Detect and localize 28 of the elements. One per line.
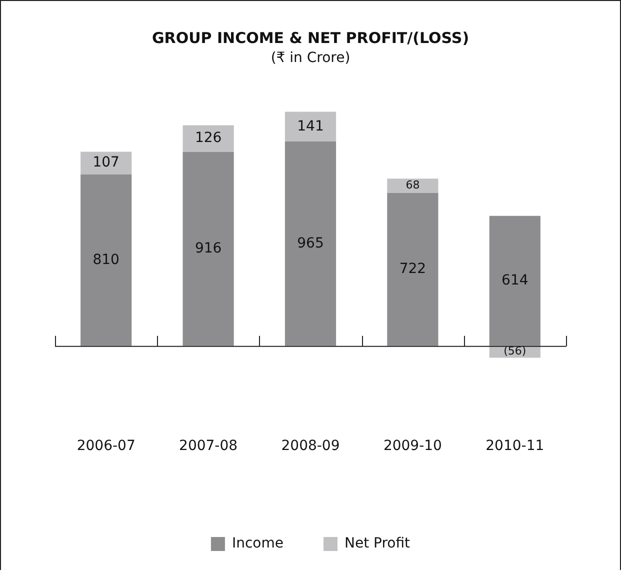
bar bbox=[387, 193, 438, 346]
legend-label: Net Profit bbox=[344, 536, 411, 552]
bar bbox=[80, 152, 132, 174]
data-label: 68 bbox=[406, 178, 420, 192]
chart-subtitle: (₹ in Crore) bbox=[270, 50, 350, 66]
bar bbox=[182, 125, 234, 152]
bar bbox=[182, 152, 234, 346]
data-label: 810 bbox=[92, 252, 120, 268]
data-label: 126 bbox=[194, 130, 222, 146]
x-tick-label: 2008-09 bbox=[281, 438, 340, 454]
x-tick-label: 2007-08 bbox=[179, 438, 238, 454]
bar bbox=[387, 178, 438, 193]
data-label: (56) bbox=[504, 344, 526, 358]
data-label: 614 bbox=[502, 272, 528, 288]
x-tick-label: 2009-10 bbox=[383, 438, 442, 454]
data-label: 965 bbox=[297, 235, 324, 252]
legend-label: Income bbox=[232, 536, 284, 552]
data-label: 107 bbox=[92, 154, 120, 171]
bar bbox=[80, 174, 132, 346]
data-label: 722 bbox=[399, 261, 426, 278]
chart-title: GROUP INCOME & NET PROFIT/(LOSS) bbox=[152, 28, 470, 47]
data-label: 141 bbox=[297, 118, 324, 134]
bar bbox=[284, 142, 336, 346]
bar bbox=[284, 112, 336, 142]
x-tick-label: 2010-11 bbox=[486, 438, 544, 454]
data-label: 916 bbox=[194, 240, 222, 257]
bar bbox=[489, 216, 540, 346]
x-tick-label: 2006-07 bbox=[76, 438, 136, 454]
